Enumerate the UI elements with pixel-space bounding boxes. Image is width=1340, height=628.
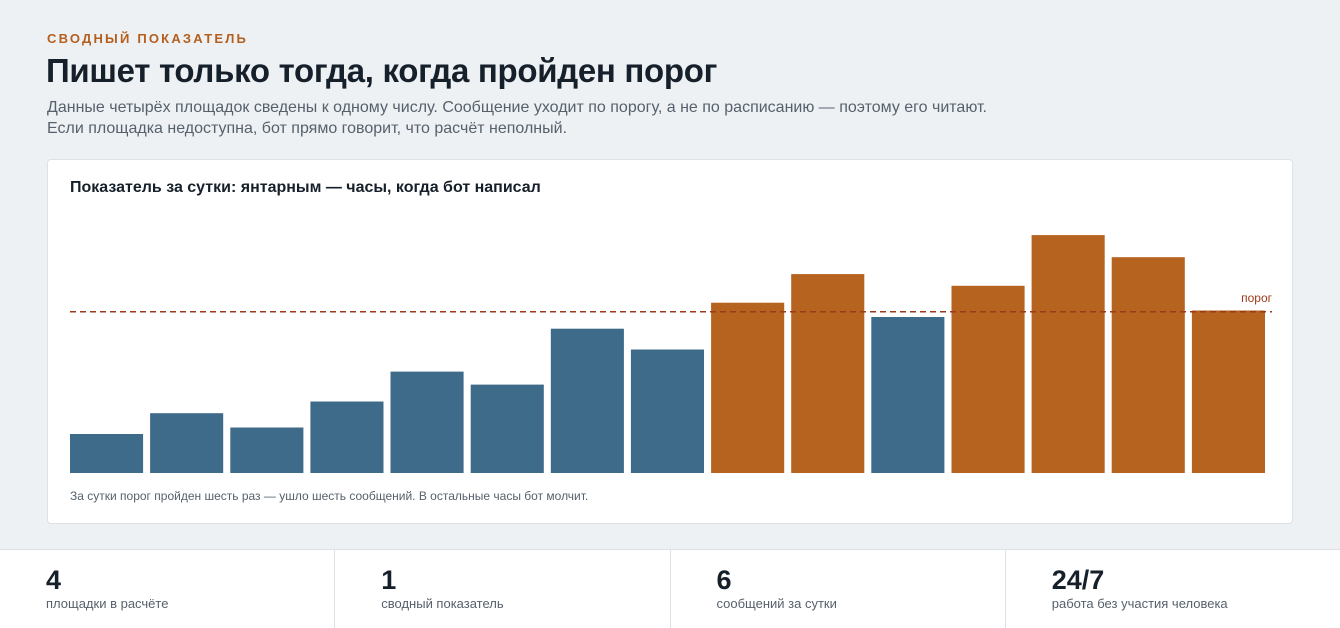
bar-alert — [1191, 310, 1265, 473]
stat-value: 1 — [381, 565, 397, 595]
stat-sites: 4 площадки в расчёте — [0, 550, 336, 628]
bar — [150, 413, 224, 473]
bar-alert — [791, 274, 865, 473]
bar — [310, 401, 384, 473]
bar — [230, 427, 304, 473]
stat-label: работа без участия человека — [1051, 596, 1228, 611]
bar-chart: порог — [70, 235, 1273, 473]
bar — [390, 371, 464, 473]
page-description: Данные четырёх площадок сведены к одному… — [47, 97, 1027, 139]
description-line-2: Если площадка недоступна, бот прямо гово… — [47, 120, 568, 137]
bar-alert — [711, 302, 785, 473]
stat-index: 1 сводный показатель — [335, 550, 671, 628]
chart-title: Показатель за сутки: янтарным — часы, ко… — [70, 179, 541, 196]
bar-alert — [951, 285, 1025, 473]
bar-alert — [1111, 257, 1185, 473]
stat-messages: 6 сообщений за сутки — [671, 550, 1006, 628]
description-line-1: Данные четырёх площадок сведены к одному… — [47, 99, 987, 116]
stats-bar: 4 площадки в расчёте 1 сводный показател… — [0, 549, 1340, 628]
bar — [550, 328, 624, 473]
stat-value: 6 — [716, 565, 732, 595]
bar — [70, 434, 144, 473]
stat-label: сводный показатель — [381, 596, 504, 611]
stat-label: площадки в расчёте — [46, 596, 169, 611]
stat-value: 4 — [46, 565, 62, 595]
threshold-label: порог — [1241, 291, 1273, 305]
stat-label: сообщений за сутки — [716, 596, 837, 611]
stat-uptime: 24/7 работа без участия человека — [1006, 550, 1340, 628]
bar-alert — [1031, 235, 1105, 473]
eyebrow-label: СВОДНЫЙ ПОКАЗАТЕЛЬ — [47, 31, 249, 46]
chart-footnote: За сутки порог пройден шесть раз — ушло … — [70, 489, 589, 503]
chart-card: Показатель за сутки: янтарным — часы, ко… — [47, 159, 1293, 524]
bar — [871, 317, 945, 473]
bar — [630, 349, 704, 473]
stat-value: 24/7 — [1051, 565, 1105, 595]
bar — [470, 384, 544, 473]
page-title: Пишет только тогда, когда пройден порог — [46, 52, 718, 89]
